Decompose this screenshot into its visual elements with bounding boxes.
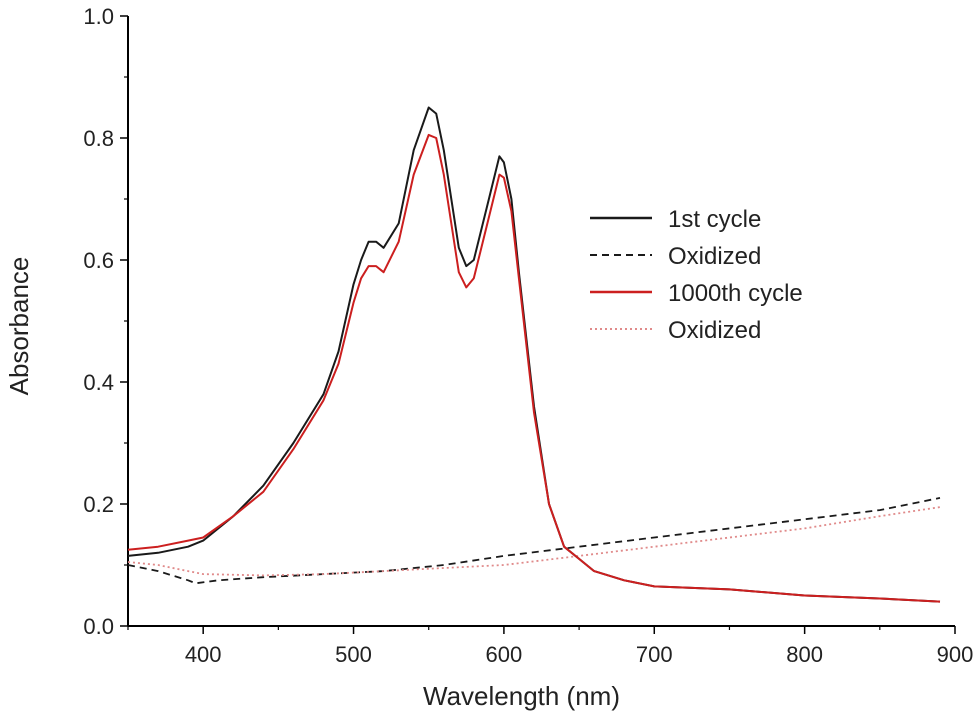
plot-frame xyxy=(127,16,955,627)
y-tick-label: 0.8 xyxy=(83,126,114,151)
legend: 1st cycle Oxidized 1000th cycle Oxidized xyxy=(590,206,803,344)
series-line-2 xyxy=(127,133,941,603)
x-tick-label: 700 xyxy=(636,642,673,667)
y-tick-label: 0.6 xyxy=(83,248,114,273)
legend-label: 1000th cycle xyxy=(668,280,803,307)
y-axis-title: Absorbance xyxy=(4,257,34,396)
series-line-0 xyxy=(127,106,941,603)
series-layer xyxy=(127,106,941,603)
legend-label: 1st cycle xyxy=(668,206,761,233)
y-tick-label: 0.0 xyxy=(83,614,114,639)
x-tick-label: 900 xyxy=(937,642,974,667)
y-tick-label: 0.2 xyxy=(83,492,114,517)
x-tick-label: 400 xyxy=(185,642,222,667)
x-axis-title: Wavelength (nm) xyxy=(423,681,620,711)
x-tick-label: 600 xyxy=(486,642,523,667)
x-tick-label: 500 xyxy=(335,642,372,667)
y-tick-label: 1.0 xyxy=(83,4,114,29)
series-line-3 xyxy=(127,506,941,577)
series-line-1 xyxy=(127,497,941,585)
y-tick-label: 0.4 xyxy=(83,370,114,395)
x-axis-ticks: 400 500 600 700 800 900 xyxy=(127,626,974,667)
x-tick-label: 800 xyxy=(786,642,823,667)
legend-label: Oxidized xyxy=(668,243,761,270)
legend-label: Oxidized xyxy=(668,317,761,344)
y-axis-ticks: 0.0 0.2 0.4 0.6 0.8 1.0 xyxy=(83,4,128,639)
